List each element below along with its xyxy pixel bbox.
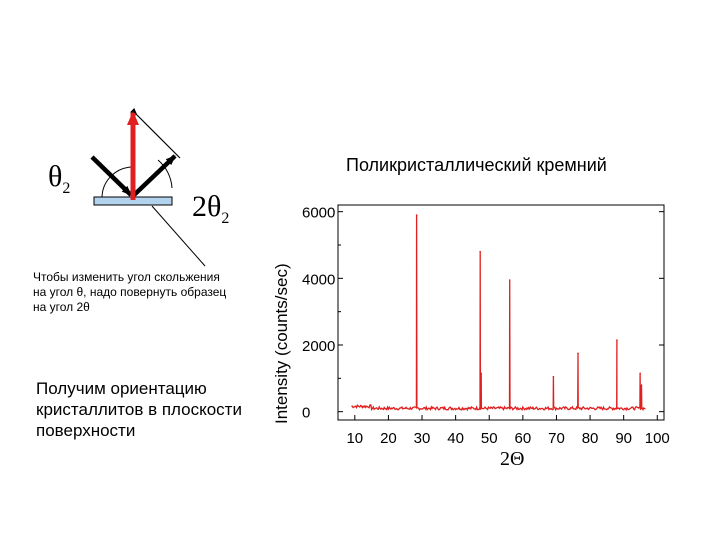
plot-frame — [337, 204, 665, 421]
xrd-peak — [480, 372, 482, 375]
x-tick-label: 90 — [615, 430, 632, 445]
y-tick-label: 4000 — [302, 271, 335, 288]
chart-title: Поликристаллический кремний — [346, 155, 607, 175]
rotated-beam-line — [129, 107, 181, 159]
xrd-peak — [415, 214, 418, 216]
xrd-peak — [616, 339, 618, 341]
x-tick-label: 20 — [380, 430, 397, 445]
orientation-note: Получим ориентацию кристаллитов в плоско… — [36, 379, 242, 440]
x-axis-label: 2Θ — [500, 448, 525, 470]
xrd-peak — [639, 372, 641, 375]
xrd-peak — [508, 279, 511, 281]
xrd-peak — [577, 352, 579, 355]
rotation-note: Чтобы изменить угол скольжения на угол θ… — [33, 270, 227, 314]
x-tick-label: 100 — [645, 430, 670, 445]
xrd-chart: 0 2000 4000 6000 10 20 30 40 50 60 70 80 90 100 — [302, 204, 670, 445]
xrd-peak — [479, 250, 481, 253]
x-tick-label: 30 — [414, 430, 431, 445]
y-axis-label: Intensity (counts/sec) — [272, 263, 291, 424]
theta-2-label: θ2 — [48, 160, 71, 197]
x-tick-label: 60 — [515, 430, 532, 445]
y-tick-label: 6000 — [302, 205, 335, 222]
diffracted-beam-arrow — [132, 154, 177, 197]
y-tick-label: 2000 — [302, 338, 335, 355]
incident-beam-arrow — [90, 155, 133, 197]
xrd-peak — [552, 375, 555, 378]
diffraction-geometry-diagram — [90, 107, 206, 267]
two-theta-2-label: 2θ2 — [192, 190, 230, 227]
x-tick-label: 50 — [481, 430, 498, 445]
x-tick-label: 80 — [582, 430, 599, 445]
rotated-sample-line — [151, 205, 206, 267]
y-tick-label: 0 — [302, 405, 310, 422]
x-tick-label: 40 — [447, 430, 464, 445]
x-tick-label: 10 — [346, 430, 363, 445]
two-theta-arc — [157, 159, 173, 189]
x-tick-label: 70 — [548, 430, 565, 445]
xrd-series-line — [351, 214, 646, 412]
xrd-peak — [640, 384, 643, 386]
